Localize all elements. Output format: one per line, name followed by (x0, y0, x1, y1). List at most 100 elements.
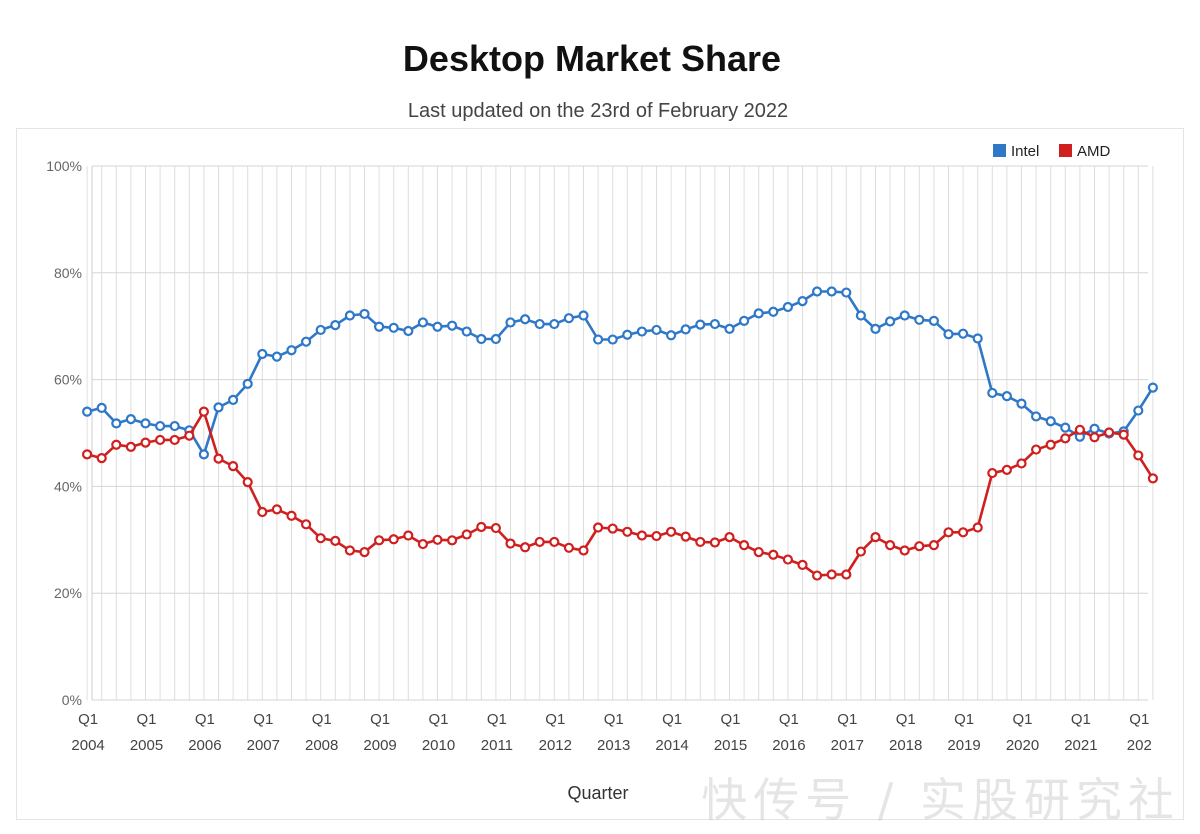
data-point-amd (972, 522, 983, 533)
data-point-amd (490, 522, 501, 534)
data-point-intel (1147, 382, 1159, 393)
x-tick-quarter-label: Q1 (370, 711, 390, 728)
data-point-intel (1060, 422, 1071, 433)
data-point-intel (943, 329, 954, 340)
x-tick-quarter-label: Q1 (604, 711, 624, 728)
data-point-intel (724, 323, 735, 334)
data-point-intel (301, 336, 312, 347)
data-point-amd (826, 569, 837, 580)
data-point-amd (753, 546, 764, 558)
data-point-intel (914, 314, 925, 325)
legend-swatch-intel (993, 144, 1006, 157)
data-point-intel (592, 334, 604, 345)
data-point-amd (330, 535, 341, 546)
data-point-amd (125, 441, 136, 452)
data-point-intel (957, 328, 969, 339)
data-point-amd (957, 527, 969, 538)
y-axis: 0% 20% 40% 60% 80% 100% (46, 158, 93, 708)
data-point-intel (447, 320, 458, 331)
data-point-amd (111, 439, 122, 450)
data-point-intel (286, 345, 297, 356)
x-tick-quarter-label: Q1 (1071, 711, 1091, 728)
x-tick-year-label: 2020 (1006, 737, 1039, 754)
data-point-intel (738, 315, 750, 326)
data-point-intel (169, 420, 180, 432)
data-point-intel (198, 449, 209, 460)
data-point-intel (315, 324, 326, 336)
data-point-amd (403, 530, 414, 541)
data-point-amd (1074, 424, 1086, 435)
data-point-intel (870, 323, 881, 334)
watermark-text: 快传号 / 实股研究社 (701, 773, 1180, 827)
data-point-amd (374, 535, 385, 546)
legend: Intel AMD (993, 143, 1111, 160)
series-line-amd (86, 410, 1154, 577)
x-tick-quarter-label: Q1 (720, 711, 740, 728)
x-tick-year-label: 2012 (539, 737, 572, 754)
data-point-intel (374, 321, 385, 332)
x-axis-title: Quarter (567, 783, 628, 803)
data-point-amd (738, 540, 750, 551)
x-tick-year-label: 2006 (188, 737, 221, 754)
x-tick-year-label: 2010 (422, 737, 455, 754)
data-point-amd (607, 523, 618, 534)
data-point-intel (81, 406, 93, 417)
x-tick-quarter-label: Q1 (1012, 711, 1032, 728)
x-tick-year-label: 2005 (130, 737, 163, 754)
x-tick-year-label: 2014 (655, 737, 688, 754)
data-point-intel (432, 321, 443, 332)
data-point-intel (782, 301, 794, 313)
series-line-intel (86, 290, 1154, 456)
data-point-amd (155, 434, 166, 446)
data-point-intel (811, 286, 823, 297)
data-point-intel (578, 310, 589, 321)
legend-label-intel: Intel (1011, 143, 1039, 160)
data-point-amd (271, 504, 282, 515)
data-point-intel (403, 325, 414, 337)
data-point-amd (1060, 433, 1071, 444)
data-point-intel (665, 330, 677, 341)
x-tick-quarter-label: Q1 (78, 711, 98, 728)
x-tick-year-label: 2017 (831, 737, 864, 754)
data-point-intel (476, 333, 487, 345)
data-point-intel (155, 420, 166, 432)
data-point-intel (549, 318, 560, 330)
data-point-amd (592, 522, 604, 533)
x-tick-year-label: 2013 (597, 737, 630, 754)
data-point-intel (417, 317, 428, 328)
data-point-amd (505, 538, 516, 549)
x-tick-quarter-label: Q1 (954, 711, 974, 728)
y-tick-label: 40% (54, 478, 82, 494)
x-tick-quarter-label: Q1 (896, 711, 916, 728)
data-point-intel (505, 317, 516, 328)
data-point-amd (549, 536, 560, 548)
data-point-amd (81, 449, 93, 460)
data-point-intel (330, 320, 341, 331)
data-point-intel (111, 418, 122, 429)
data-point-intel (826, 286, 837, 297)
gridlines (86, 165, 1154, 701)
data-point-amd (928, 540, 940, 551)
x-tick-year-label: 2011 (481, 737, 513, 754)
data-point-amd (1001, 464, 1013, 475)
data-point-intel (928, 315, 940, 326)
data-point-amd (1030, 444, 1042, 455)
data-point-amd (622, 526, 633, 537)
data-point-amd (1103, 427, 1115, 438)
data-point-amd (636, 530, 648, 541)
x-tick-quarter-label: Q1 (779, 711, 799, 728)
data-point-amd (1133, 450, 1144, 461)
data-point-amd (884, 540, 896, 551)
data-point-amd (1089, 432, 1100, 443)
data-point-intel (228, 394, 239, 405)
data-point-intel (709, 318, 721, 330)
data-point-intel (213, 402, 224, 413)
data-point-amd (987, 467, 998, 479)
chart-title: Desktop Market Share (402, 38, 782, 79)
data-point-amd (461, 529, 472, 540)
data-point-intel (899, 310, 910, 321)
y-tick-label: 0% (62, 692, 82, 708)
data-point-amd (1045, 439, 1056, 450)
x-tick-quarter-label: Q1 (312, 711, 332, 728)
data-point-amd (914, 541, 925, 552)
